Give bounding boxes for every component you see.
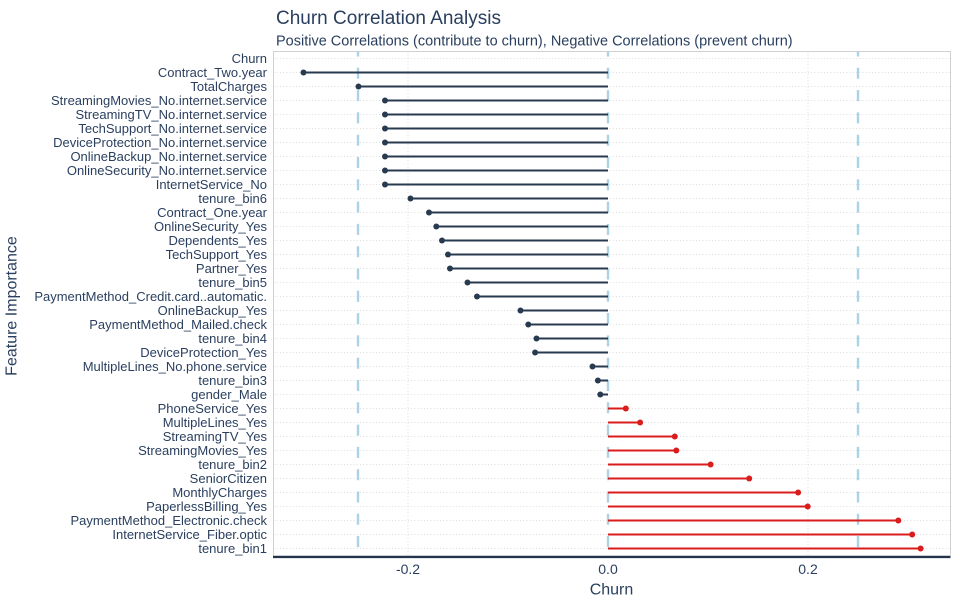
svg-text:MultipleLines_Yes: MultipleLines_Yes bbox=[163, 415, 268, 430]
svg-text:tenure_bin5: tenure_bin5 bbox=[198, 275, 267, 290]
svg-text:Churn: Churn bbox=[232, 51, 267, 66]
svg-text:StreamingMovies_Yes: StreamingMovies_Yes bbox=[138, 443, 267, 458]
svg-text:StreamingMovies_No.internet.se: StreamingMovies_No.internet.service bbox=[51, 93, 267, 108]
svg-text:Churn: Churn bbox=[590, 582, 634, 599]
svg-text:OnlineSecurity_Yes: OnlineSecurity_Yes bbox=[154, 219, 267, 234]
svg-text:tenure_bin2: tenure_bin2 bbox=[198, 457, 267, 472]
svg-text:Feature Importance: Feature Importance bbox=[4, 236, 21, 376]
svg-text:TechSupport_No.internet.servic: TechSupport_No.internet.service bbox=[78, 121, 267, 136]
svg-text:tenure_bin6: tenure_bin6 bbox=[198, 191, 267, 206]
svg-text:MultipleLines_No.phone.service: MultipleLines_No.phone.service bbox=[83, 359, 267, 374]
svg-text:Positive Correlations (contrib: Positive Correlations (contribute to chu… bbox=[276, 34, 793, 50]
svg-text:PaymentMethod_Mailed.check: PaymentMethod_Mailed.check bbox=[89, 317, 267, 332]
svg-text:tenure_bin4: tenure_bin4 bbox=[198, 331, 267, 346]
svg-text:DeviceProtection_Yes: DeviceProtection_Yes bbox=[140, 345, 267, 360]
svg-text:InternetService_No: InternetService_No bbox=[156, 177, 267, 192]
svg-text:OnlineSecurity_No.internet.ser: OnlineSecurity_No.internet.service bbox=[67, 163, 267, 178]
svg-text:Churn Correlation Analysis: Churn Correlation Analysis bbox=[276, 8, 501, 29]
svg-text:InternetService_Fiber.optic: InternetService_Fiber.optic bbox=[112, 527, 267, 542]
svg-text:StreamingTV_No.internet.servic: StreamingTV_No.internet.service bbox=[76, 107, 267, 122]
svg-text:PhoneService_Yes: PhoneService_Yes bbox=[158, 401, 268, 416]
svg-text:PaperlessBilling_Yes: PaperlessBilling_Yes bbox=[146, 499, 267, 514]
svg-text:MonthlyCharges: MonthlyCharges bbox=[172, 485, 267, 500]
svg-text:Contract_Two.year: Contract_Two.year bbox=[158, 65, 268, 80]
svg-text:0.0: 0.0 bbox=[598, 561, 618, 577]
svg-text:0.2: 0.2 bbox=[798, 561, 818, 577]
svg-text:OnlineBackup_Yes: OnlineBackup_Yes bbox=[158, 303, 268, 318]
svg-text:Contract_One.year: Contract_One.year bbox=[157, 205, 268, 220]
svg-text:tenure_bin1: tenure_bin1 bbox=[198, 541, 267, 556]
svg-text:PaymentMethod_Credit.card..aut: PaymentMethod_Credit.card..automatic. bbox=[34, 289, 267, 304]
svg-text:SeniorCitizen: SeniorCitizen bbox=[190, 471, 267, 486]
svg-text:StreamingTV_Yes: StreamingTV_Yes bbox=[163, 429, 268, 444]
svg-text:Partner_Yes: Partner_Yes bbox=[196, 261, 268, 276]
svg-text:TotalCharges: TotalCharges bbox=[190, 79, 267, 94]
svg-text:OnlineBackup_No.internet.servi: OnlineBackup_No.internet.service bbox=[70, 149, 267, 164]
svg-text:gender_Male: gender_Male bbox=[191, 387, 267, 402]
svg-text:TechSupport_Yes: TechSupport_Yes bbox=[166, 247, 268, 262]
svg-text:tenure_bin3: tenure_bin3 bbox=[198, 373, 267, 388]
svg-text:-0.2: -0.2 bbox=[396, 561, 420, 577]
svg-text:Dependents_Yes: Dependents_Yes bbox=[168, 233, 267, 248]
svg-text:DeviceProtection_No.internet.s: DeviceProtection_No.internet.service bbox=[53, 135, 267, 150]
svg-text:PaymentMethod_Electronic.check: PaymentMethod_Electronic.check bbox=[70, 513, 267, 528]
